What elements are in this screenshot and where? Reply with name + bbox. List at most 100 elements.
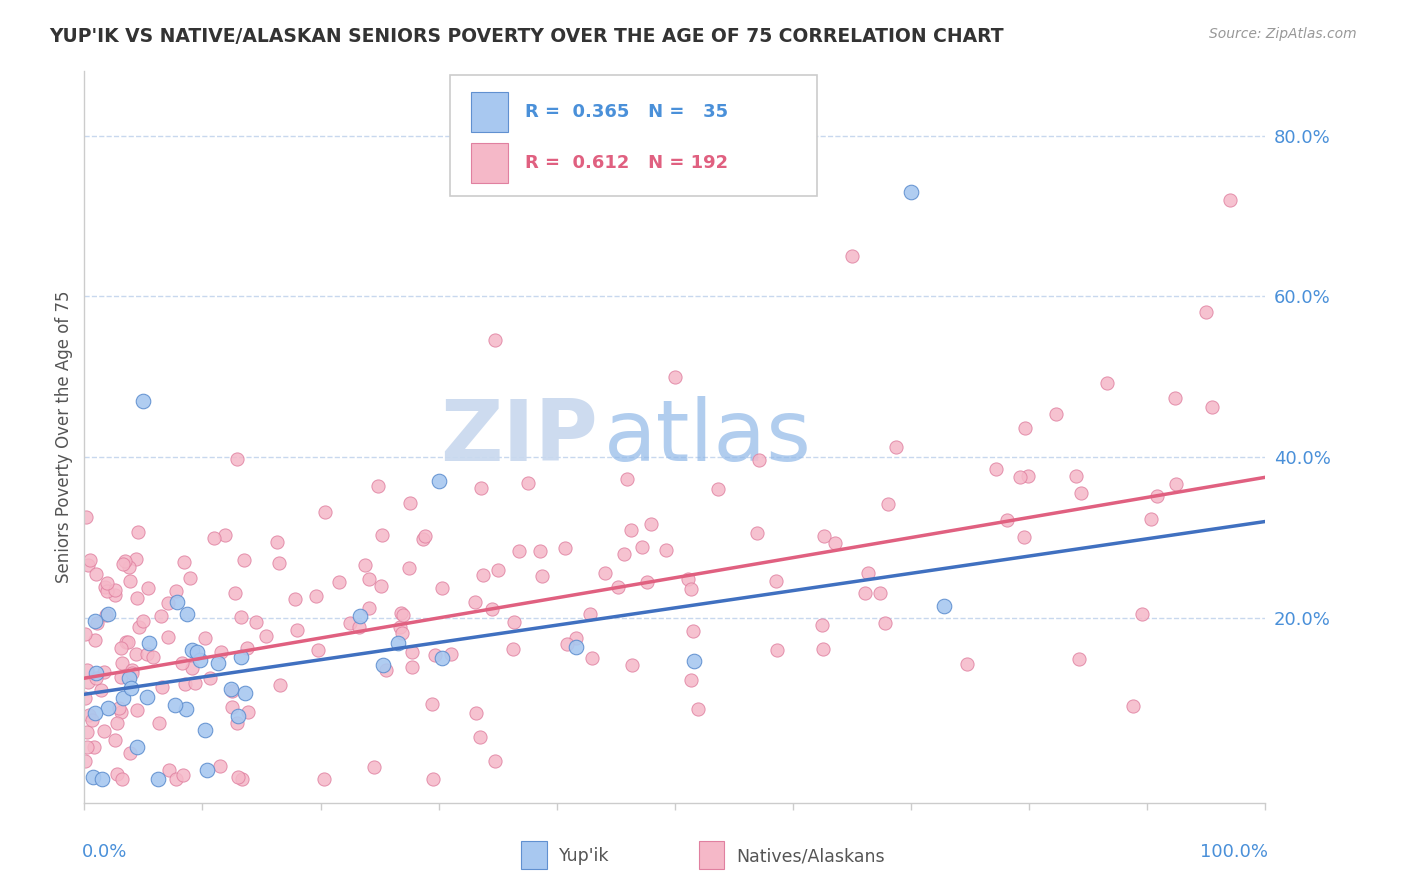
Point [114,554,136,568]
Point [349,620,371,634]
Point [1066,469,1088,483]
Point [90,772,112,786]
Point [813,529,835,543]
Point [471,568,494,582]
Point [707,482,730,496]
Point [125,552,148,566]
Point [208,758,231,772]
Point [163,698,186,712]
Point [104,588,127,602]
Point [620,657,643,672]
Point [412,532,434,546]
Point [214,528,236,542]
Point [359,601,381,615]
Point [79,553,101,567]
Point [148,772,170,786]
Point [186,645,208,659]
Point [886,440,908,454]
Text: ZIP: ZIP [440,395,598,479]
Point [363,759,385,773]
Point [111,557,134,571]
Point [388,620,411,634]
Point [148,716,170,731]
Point [174,702,197,716]
Point [1164,476,1187,491]
Point [202,531,225,545]
Point [75,754,97,768]
Point [422,772,444,786]
Point [354,558,377,572]
Point [77,558,100,573]
Point [181,643,204,657]
Point [1195,305,1218,319]
Point [97,607,120,621]
Point [392,607,415,622]
Point [76,724,98,739]
Point [745,526,768,541]
Point [138,636,160,650]
Point [1014,530,1036,544]
Point [117,635,139,649]
Point [900,185,922,199]
Point [387,636,409,650]
Point [149,609,172,624]
Point [1122,698,1144,713]
Point [398,496,420,510]
Point [219,682,242,697]
Point [877,497,900,511]
Text: Yup'ik: Yup'ik [560,847,610,865]
Point [233,686,256,700]
Point [83,614,105,628]
Text: atlas: atlas [605,395,813,479]
Point [554,541,576,556]
Point [375,663,398,677]
Point [84,566,107,581]
Point [683,654,706,668]
Point [84,671,107,685]
Point [118,560,141,574]
Point [747,452,769,467]
Text: 0.0%: 0.0% [82,843,128,861]
Point [86,616,108,631]
Bar [471,143,509,183]
Point [225,716,247,731]
Point [224,586,246,600]
Point [370,527,392,541]
Point [484,333,506,347]
Point [84,666,107,681]
Point [83,739,105,754]
Point [254,629,277,643]
Point [157,597,180,611]
Point [932,599,955,613]
Point [503,615,526,630]
Point [73,690,96,705]
Point [157,630,180,644]
Point [110,641,132,656]
Point [1130,607,1153,621]
Point [159,763,181,777]
Point [233,553,256,567]
Point [104,583,127,598]
Point [173,555,195,569]
Point [423,648,446,663]
Point [75,510,97,524]
Point [688,702,710,716]
Point [328,575,350,590]
Point [170,656,193,670]
Point [581,651,603,665]
Point [136,647,159,661]
Point [198,671,221,685]
Point [613,547,636,561]
Point [194,631,217,645]
Point [529,544,551,558]
Point [813,642,835,657]
Point [502,641,524,656]
Point [284,591,307,606]
Point [391,626,413,640]
Point [1010,470,1032,484]
Point [367,479,389,493]
Point [1069,651,1091,665]
Point [464,595,486,609]
Point [93,665,115,679]
Point [166,595,188,609]
